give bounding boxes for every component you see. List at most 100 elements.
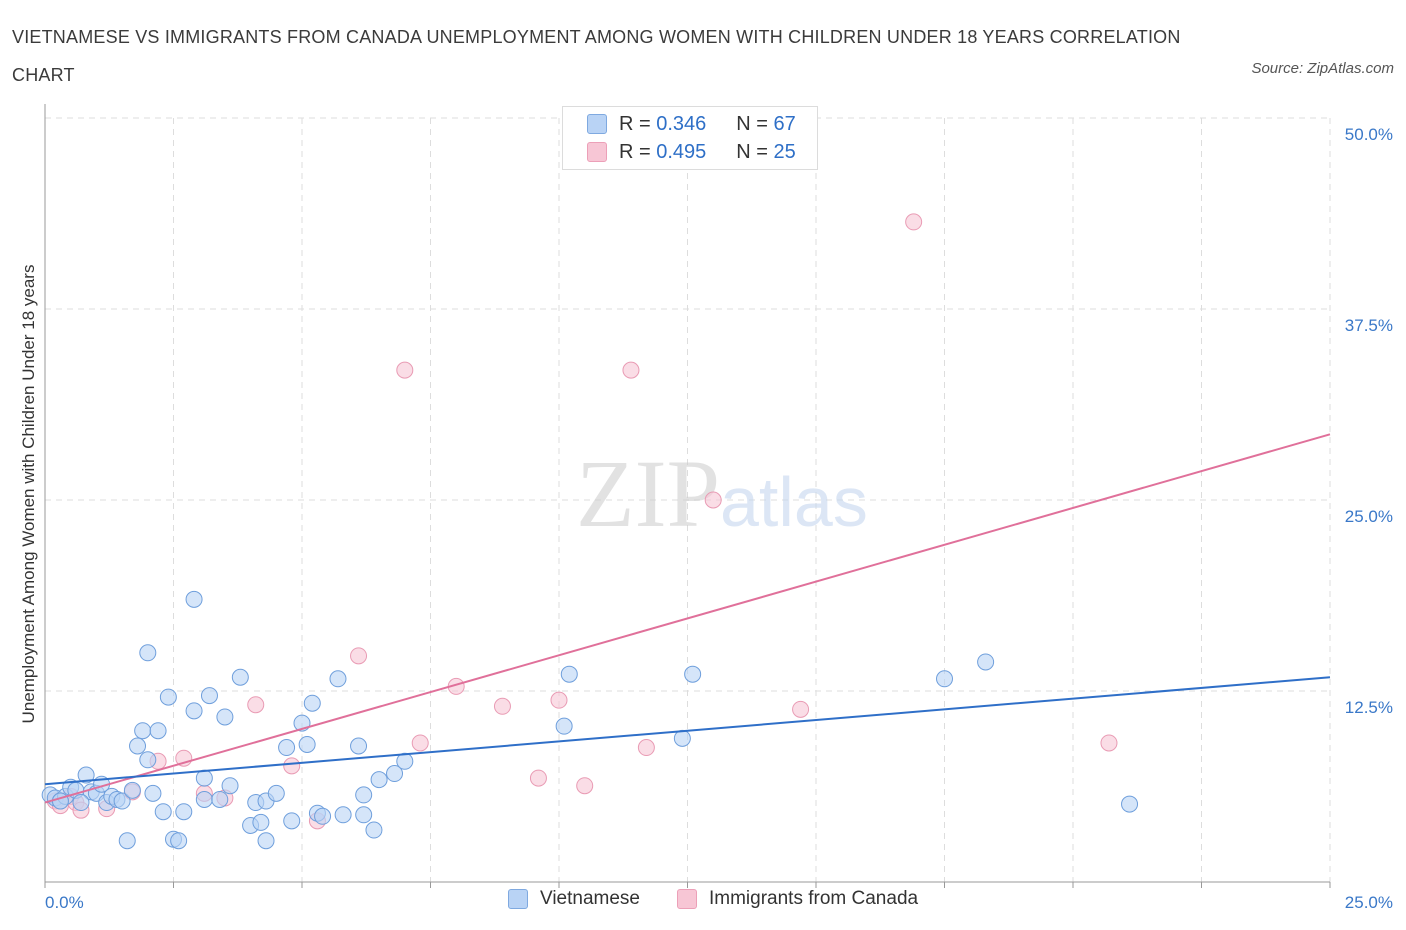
- data-point-vietnamese: [144, 784, 162, 802]
- data-point-vietnamese: [673, 729, 691, 747]
- bottom-legend-vietnamese: Vietnamese: [508, 888, 640, 910]
- data-point-vietnamese: [200, 687, 218, 705]
- data-point-immigrants: [411, 734, 429, 752]
- source-label: Source: ZipAtlas.com: [1251, 60, 1394, 77]
- legend-r-label: R =: [619, 140, 651, 163]
- data-point-vietnamese: [1121, 795, 1139, 813]
- y-tick-label: 50.0%: [1345, 125, 1393, 144]
- data-point-immigrants: [792, 700, 810, 718]
- data-point-vietnamese: [123, 781, 141, 799]
- series-vietnamese: [41, 590, 1139, 850]
- watermark-zip: ZIP: [576, 440, 720, 547]
- chart-title: VIETNAMESE VS IMMIGRANTS FROM CANADA UNE…: [12, 27, 1181, 85]
- data-point-immigrants: [905, 213, 923, 231]
- data-point-vietnamese: [350, 737, 368, 755]
- bottom-legend-immigrants: Immigrants from Canada: [677, 888, 918, 910]
- y-axis-label: Unemployment Among Women with Children U…: [19, 265, 38, 724]
- data-point-vietnamese: [365, 821, 383, 839]
- data-point-vietnamese: [195, 790, 213, 808]
- legend-n-label: N =: [736, 140, 768, 163]
- data-point-immigrants: [529, 769, 547, 787]
- data-point-vietnamese: [267, 784, 285, 802]
- legend-swatch-blue: [587, 114, 607, 134]
- data-point-immigrants: [350, 647, 368, 665]
- data-point-immigrants: [550, 691, 568, 709]
- data-point-vietnamese: [560, 665, 578, 683]
- data-point-immigrants: [283, 757, 301, 775]
- data-point-vietnamese: [185, 590, 203, 608]
- bottom-legend-swatch-pink: [677, 889, 697, 909]
- legend-swatch-pink: [587, 142, 607, 162]
- data-point-vietnamese: [977, 653, 995, 671]
- trend-lines: [44, 433, 1331, 804]
- data-point-vietnamese: [118, 832, 136, 850]
- data-point-vietnamese: [329, 670, 347, 688]
- legend: R = 0.346 N = 67 R = 0.495 N = 25: [562, 106, 818, 170]
- data-point-immigrants: [493, 697, 511, 715]
- legend-r-value: 0.495: [656, 140, 707, 163]
- data-point-vietnamese: [139, 644, 157, 662]
- data-point-immigrants: [622, 361, 640, 379]
- data-point-vietnamese: [355, 806, 373, 824]
- data-point-vietnamese: [221, 777, 239, 795]
- legend-r-value: 0.346: [656, 112, 707, 135]
- x-tick-label: 0.0%: [45, 893, 84, 912]
- data-point-immigrants: [396, 361, 414, 379]
- data-point-vietnamese: [684, 665, 702, 683]
- data-point-vietnamese: [252, 813, 270, 831]
- legend-n-value: 67: [773, 112, 796, 135]
- data-point-vietnamese: [129, 737, 147, 755]
- data-point-vietnamese: [334, 806, 352, 824]
- data-point-vietnamese: [370, 771, 388, 789]
- data-point-immigrants: [637, 739, 655, 757]
- data-point-vietnamese: [51, 792, 69, 810]
- y-tick-label: 12.5%: [1345, 698, 1393, 717]
- data-point-immigrants: [576, 777, 594, 795]
- bottom-legend-swatch-blue: [508, 889, 528, 909]
- data-point-vietnamese: [278, 739, 296, 757]
- legend-row-vietnamese: R = 0.346 N = 67: [587, 111, 796, 137]
- y-tick-label: 37.5%: [1345, 316, 1393, 335]
- watermark-atlas: atlas: [720, 463, 868, 541]
- data-point-vietnamese: [134, 722, 152, 740]
- data-point-immigrants: [247, 696, 265, 714]
- data-point-vietnamese: [195, 769, 213, 787]
- data-point-vietnamese: [555, 717, 573, 735]
- data-point-vietnamese: [185, 702, 203, 720]
- data-point-vietnamese: [303, 694, 321, 712]
- data-point-vietnamese: [211, 790, 229, 808]
- data-point-vietnamese: [170, 832, 188, 850]
- data-point-immigrants: [704, 491, 722, 509]
- data-point-vietnamese: [386, 765, 404, 783]
- bottom-legend-label: Vietnamese: [540, 888, 640, 909]
- data-point-vietnamese: [216, 708, 234, 726]
- data-point-vietnamese: [159, 688, 177, 706]
- data-point-vietnamese: [298, 735, 316, 753]
- data-point-vietnamese: [175, 803, 193, 821]
- legend-row-immigrants: R = 0.495 N = 25: [587, 139, 796, 165]
- data-point-vietnamese: [257, 832, 275, 850]
- tick-labels: 12.5% 25.0% 37.5% 50.0% 0.0% 25.0%: [45, 125, 1393, 912]
- data-point-vietnamese: [149, 722, 167, 740]
- data-point-vietnamese: [231, 668, 249, 686]
- data-point-vietnamese: [355, 786, 373, 804]
- data-point-vietnamese: [314, 807, 332, 825]
- bottom-legend-label: Immigrants from Canada: [709, 888, 919, 909]
- data-point-vietnamese: [154, 803, 172, 821]
- y-tick-label: 25.0%: [1345, 507, 1393, 526]
- x-tick-label: 25.0%: [1345, 893, 1393, 912]
- axes: [44, 104, 1331, 888]
- data-point-immigrants: [1100, 734, 1118, 752]
- data-point-vietnamese: [936, 670, 953, 688]
- data-point-vietnamese: [77, 766, 95, 784]
- trend-line-immigrants: [44, 433, 1331, 804]
- trend-line-vietnamese: [44, 676, 1331, 786]
- legend-n-value: 25: [773, 140, 796, 163]
- data-point-vietnamese: [72, 794, 90, 812]
- legend-n-label: N =: [736, 112, 768, 135]
- data-point-vietnamese: [139, 751, 157, 769]
- legend-r-label: R =: [619, 112, 651, 135]
- data-point-vietnamese: [283, 812, 301, 830]
- data-point-vietnamese: [113, 792, 131, 810]
